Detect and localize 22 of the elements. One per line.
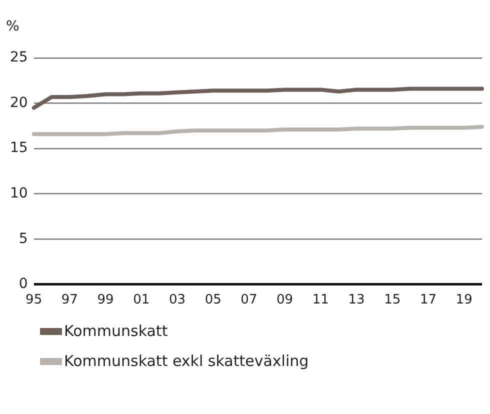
- x-tick-label: 17: [420, 292, 436, 308]
- x-tick-label: 19: [456, 292, 472, 308]
- legend-label: Kommunskatt: [64, 322, 168, 340]
- y-tick-label: 20: [10, 94, 28, 111]
- x-tick-label: 05: [204, 292, 222, 308]
- y-axis-title: %: [6, 18, 20, 35]
- x-tick-label: 07: [240, 292, 258, 308]
- x-tick-label: 03: [168, 292, 186, 308]
- x-tick-label: 09: [276, 292, 294, 308]
- x-tick-label: 99: [97, 292, 114, 308]
- y-tick-label: 0: [18, 276, 28, 292]
- y-tick-label: 10: [10, 185, 28, 202]
- y-tick-label: 25: [10, 50, 28, 66]
- y-tick-label: 15: [10, 140, 28, 156]
- x-tick-label: 01: [133, 292, 150, 308]
- x-tick-label: 11: [312, 292, 329, 308]
- x-tick-label: 13: [348, 292, 365, 308]
- x-tick-label: 97: [61, 292, 78, 308]
- y-tick-label: 5: [18, 230, 28, 247]
- legend-label: Kommunskatt exkl skatteväxling: [64, 352, 309, 370]
- x-tick-label: 15: [384, 292, 401, 308]
- x-tick-label: 95: [26, 292, 42, 308]
